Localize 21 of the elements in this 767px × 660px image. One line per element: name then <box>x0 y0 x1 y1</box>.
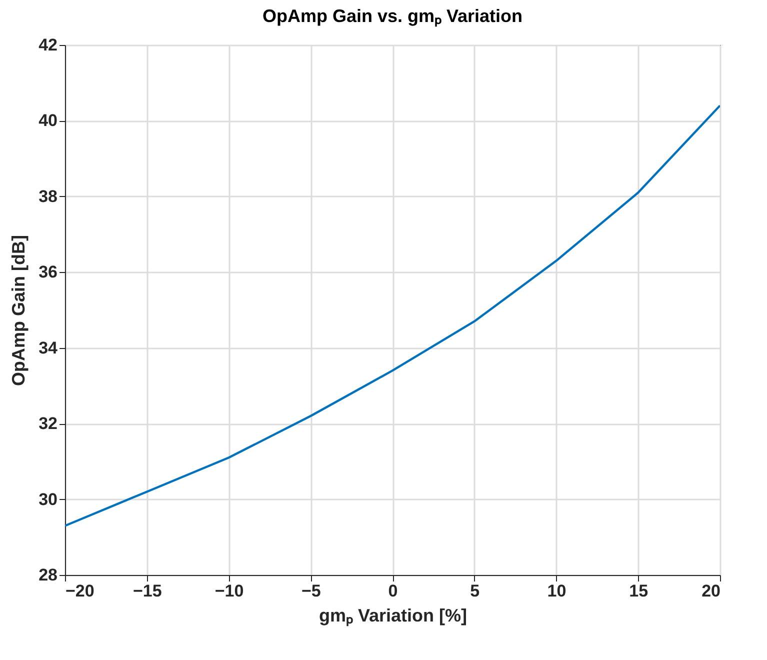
chart-title: OpAmp Gain vs. gmₚ Variation <box>262 6 523 27</box>
x-tick-label: −5 <box>301 582 321 600</box>
y-tick-label: 38 <box>38 186 58 206</box>
y-tick-label: 28 <box>38 566 58 584</box>
y-tick-label: 30 <box>38 490 58 509</box>
y-tick-label: 36 <box>38 262 58 282</box>
y-tick-label: 34 <box>38 338 58 358</box>
x-tick-label: −20 <box>66 582 94 600</box>
x-axis-title: gmₚ Variation [%] <box>318 606 468 626</box>
x-tick-label: 20 <box>702 582 720 600</box>
x-tick-label: 15 <box>629 582 648 600</box>
y-tick-label: 42 <box>38 36 58 54</box>
y-tick-label: 32 <box>38 414 58 434</box>
x-tick-label: 10 <box>547 582 566 600</box>
y-tick-label: 40 <box>38 111 58 130</box>
x-tick-label: 0 <box>388 582 398 600</box>
x-tick-label: −15 <box>132 582 162 600</box>
x-tick-label: 5 <box>470 582 480 600</box>
line-series <box>65 104 720 527</box>
y-axis-title: OpAmp Gain [dB] <box>8 235 29 386</box>
x-tick-label: −10 <box>214 582 244 600</box>
